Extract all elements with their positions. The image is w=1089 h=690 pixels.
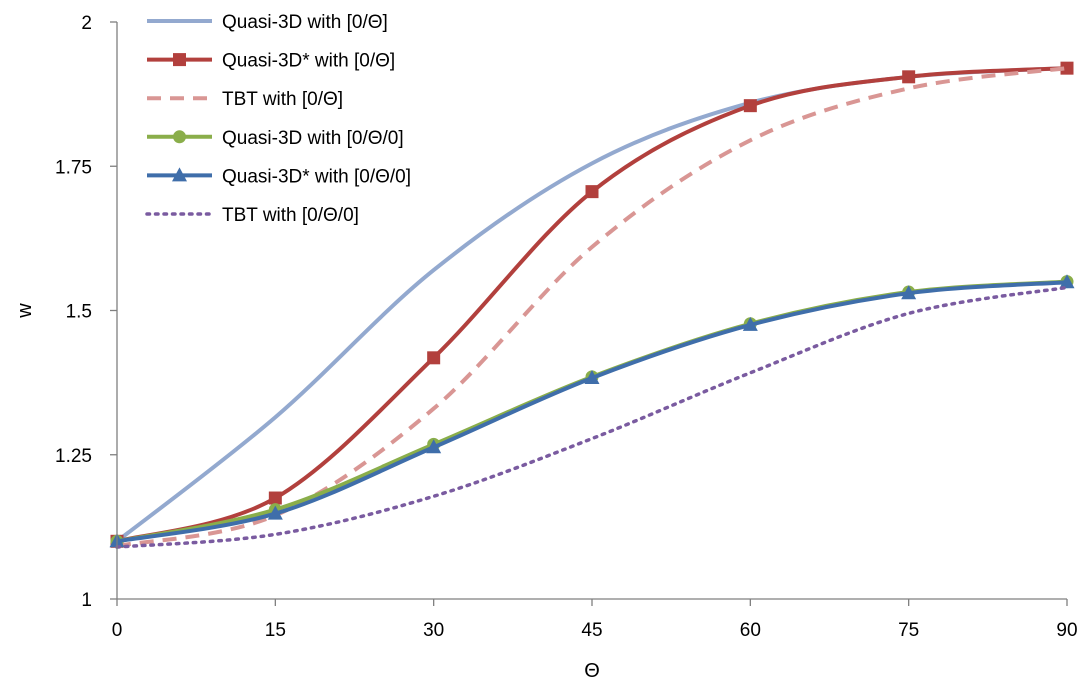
data-point: [585, 185, 599, 199]
series-line: [116, 279, 1068, 544]
y-tick-label: 2: [81, 13, 92, 34]
x-axis-title: Θ: [584, 660, 600, 682]
data-point: [1059, 274, 1075, 289]
legend-entry: TBT with [0/Θ]: [147, 89, 343, 110]
legend-entry: TBT with [0/Θ/0]: [145, 205, 359, 226]
legend-label: TBT with [0/Θ/0]: [222, 205, 359, 226]
legend-entry: Quasi-3D with [0/Θ]: [147, 12, 388, 33]
legend-label: Quasi-3D* with [0/Θ/0]: [222, 166, 411, 187]
ticks-layer: 0 15 30 45 60 75 90 1 1.25 1.5 1.75 2: [55, 13, 1078, 641]
data-point: [427, 351, 441, 365]
data-point: [268, 491, 282, 505]
x-tick-label: 30: [423, 620, 444, 641]
y-tick-label: 1.5: [66, 302, 92, 323]
x-tick-label: 60: [740, 620, 761, 641]
data-point: [901, 285, 917, 300]
data-point: [426, 439, 442, 454]
y-tick-label: 1.75: [55, 157, 92, 178]
legend-marker: [173, 130, 186, 144]
series-line: [116, 280, 1068, 544]
legend-marker: [172, 167, 187, 182]
legend-label: Quasi-3D with [0/Θ]: [222, 12, 388, 33]
series-2: [110, 61, 1074, 548]
x-tick-label: 45: [581, 620, 602, 641]
series-5: [109, 274, 1075, 548]
legend-marker: [173, 53, 186, 67]
legend-entry: Quasi-3D* with [0/Θ/0]: [147, 166, 411, 187]
legend-entry: Quasi-3D with [0/Θ/0]: [147, 128, 404, 149]
data-point: [743, 99, 757, 113]
legend-label: Quasi-3D with [0/Θ/0]: [222, 128, 404, 149]
y-axis-title: w: [14, 303, 36, 319]
data-point: [742, 316, 758, 331]
legend: Quasi-3D with [0/Θ] Quasi-3D* with [0/Θ] T…: [145, 12, 411, 226]
x-tick-label: 90: [1056, 620, 1077, 641]
x-tick-label: 75: [898, 620, 919, 641]
x-tick-label: 0: [112, 620, 123, 641]
data-point: [584, 370, 600, 385]
data-point: [1060, 61, 1074, 75]
legend-label: Quasi-3D* with [0/Θ]: [222, 51, 395, 72]
legend-entry: Quasi-3D* with [0/Θ]: [147, 51, 395, 72]
data-point: [902, 70, 916, 84]
y-tick-label: 1.25: [55, 446, 92, 467]
y-tick-label: 1: [81, 590, 92, 611]
data-point: [267, 505, 283, 520]
x-tick-label: 15: [265, 620, 286, 641]
legend-label: TBT with [0/Θ]: [222, 89, 343, 110]
series-layer: [109, 61, 1075, 549]
